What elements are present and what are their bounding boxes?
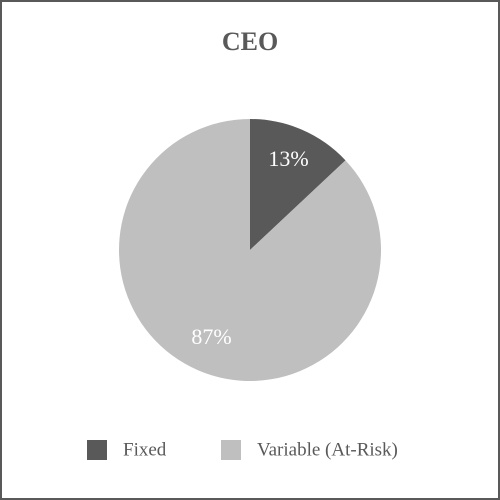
data-label: 13%: [268, 146, 308, 171]
legend-swatch: [87, 440, 107, 460]
chart-title: CEO: [222, 27, 278, 56]
data-label: 87%: [191, 324, 231, 349]
legend-swatch: [221, 440, 241, 460]
pie-slice: [119, 119, 382, 381]
legend-label: Fixed: [123, 439, 167, 460]
pie-slice: [250, 119, 346, 250]
legend-label: Variable (At-Risk): [257, 439, 398, 460]
